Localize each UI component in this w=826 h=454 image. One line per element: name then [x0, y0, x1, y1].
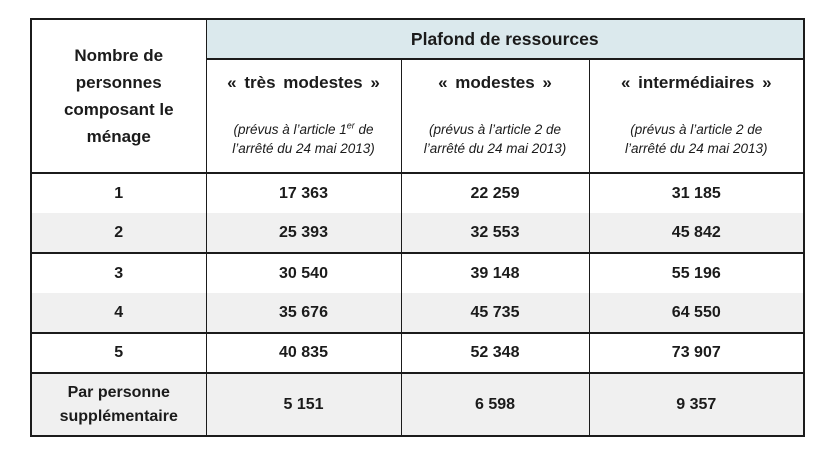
value-cell: 25 393	[205, 213, 402, 254]
value-cell: 5 151	[205, 373, 402, 436]
value-cell: 17 363	[205, 173, 402, 213]
value-cell: 35 676	[205, 293, 402, 334]
column-title: « intermédiaires »	[620, 73, 772, 93]
table-row: 1 17 363 22 259 31 185	[30, 173, 805, 213]
row-label: 1	[30, 173, 207, 213]
value-cell: 52 348	[400, 333, 590, 374]
row-label: Par personne supplémentaire	[30, 373, 207, 436]
column-note: (prévus à l’article 1er de l’arrêté du 2…	[232, 120, 375, 157]
group-header: Plafond de ressources	[205, 19, 805, 60]
value-cell: 30 540	[205, 253, 402, 293]
value-cell: 9 357	[588, 373, 805, 436]
value-cell: 55 196	[588, 253, 805, 293]
value-cell: 45 735	[400, 293, 590, 334]
column-note: (prévus à l’article 2 de l’arrêté du 24 …	[624, 121, 768, 157]
value-cell: 32 553	[400, 213, 590, 254]
row-label: 4	[30, 293, 207, 334]
value-cell: 40 835	[205, 333, 402, 374]
value-cell: 73 907	[588, 333, 805, 374]
row-label: 5	[30, 333, 207, 374]
value-cell: 31 185	[588, 173, 805, 213]
row-label: 2	[30, 213, 207, 254]
column-title: « modestes »	[438, 73, 552, 93]
corner-header: Nombre de personnes composant le ménage	[30, 19, 207, 174]
table-row: 4 35 676 45 735 64 550	[30, 293, 805, 334]
column-header-modestes: « modestes » (prévus à l’article 2 de l’…	[400, 59, 590, 174]
value-cell: 64 550	[588, 293, 805, 334]
table-row: 3 30 540 39 148 55 196	[30, 253, 805, 293]
table-row-footer: Par personne supplémentaire 5 151 6 598 …	[30, 373, 805, 436]
value-cell: 45 842	[588, 213, 805, 254]
row-label: 3	[30, 253, 207, 293]
subheader-row: « très modestes » (prévus à l’article 1e…	[31, 59, 805, 174]
resource-ceiling-table: Nombre de personnes composant le ménage …	[30, 18, 806, 437]
value-cell: 22 259	[400, 173, 590, 213]
column-title: « très modestes »	[227, 73, 380, 93]
column-header-tres-modestes: « très modestes » (prévus à l’article 1e…	[205, 59, 402, 174]
column-header-intermediaires: « intermédiaires » (prévus à l’article 2…	[588, 59, 805, 174]
value-cell: 6 598	[400, 373, 590, 436]
value-cell: 39 148	[400, 253, 590, 293]
table-row: 5 40 835 52 348 73 907	[30, 333, 805, 374]
table-row: 2 25 393 32 553 45 842	[30, 213, 805, 254]
column-note: (prévus à l’article 2 de l’arrêté du 24 …	[423, 121, 567, 157]
header-band-row: Nombre de personnes composant le ménage …	[30, 19, 805, 174]
